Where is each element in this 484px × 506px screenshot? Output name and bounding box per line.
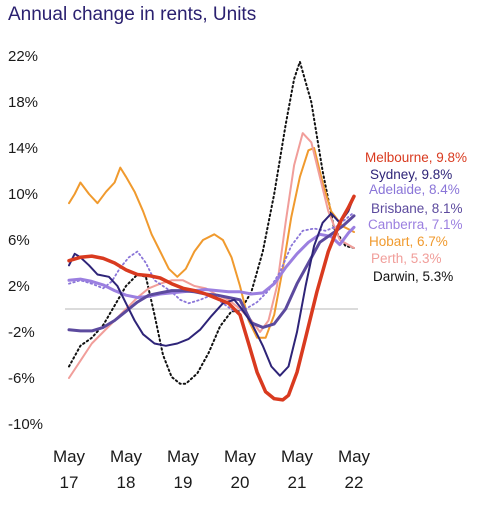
legend-label-brisbane: Brisbane, 8.1% [371, 201, 463, 216]
legend-label-melbourne: Melbourne, 9.8% [365, 150, 467, 165]
legend-label-adelaide: Adelaide, 8.4% [369, 182, 460, 197]
series-line-darwin [68, 60, 355, 385]
x-tick-year: 20 [231, 473, 250, 492]
y-tick-label: 22% [8, 48, 38, 65]
x-tick-month: May [110, 447, 143, 466]
y-tick-label: -2% [8, 324, 35, 341]
chart-title: Annual change in rents, Units [8, 4, 257, 25]
x-tick-month: May [281, 447, 314, 466]
y-tick-label: 14% [8, 140, 38, 157]
y-tick-label: -10% [8, 416, 43, 433]
x-tick-month: May [167, 447, 200, 466]
legend-label-canberra: Canberra, 7.1% [368, 217, 463, 232]
x-tick-year: 18 [117, 473, 136, 492]
series-line-sydney [68, 195, 355, 377]
x-tick-year: 17 [60, 473, 79, 492]
y-tick-label: 6% [8, 232, 30, 249]
x-tick-year: 21 [288, 473, 307, 492]
series-line-hobart [68, 147, 355, 339]
x-tick-month: May [53, 447, 86, 466]
x-tick-year: 22 [345, 473, 364, 492]
x-tick-year: 19 [174, 473, 193, 492]
legend-label-perth: Perth, 5.3% [371, 251, 442, 266]
y-axis-ticks: 22% 18% 14% 10% 6% 2% -2% -6% -10% [8, 48, 43, 433]
y-tick-label: 10% [8, 186, 38, 203]
series-line-canberra [67, 225, 356, 299]
legend-label-sydney: Sydney, 9.8% [370, 167, 452, 182]
series-line-adelaide [68, 211, 355, 313]
legend-label-hobart: Hobart, 6.7% [369, 234, 448, 249]
x-tick-month: May [338, 447, 371, 466]
series-lines [67, 60, 356, 402]
legend: Melbourne, 9.8% Sydney, 9.8%Adelaide, 8.4… [365, 150, 467, 284]
x-axis-ticks: May 17 May 18 May 19 May 20 May 21 May 22 [53, 447, 371, 492]
legend-label-darwin: Darwin, 5.3% [373, 269, 453, 284]
y-tick-label: -6% [8, 370, 35, 387]
series-line-melbourne [67, 194, 356, 402]
x-tick-month: May [224, 447, 257, 466]
y-tick-label: 2% [8, 278, 30, 295]
y-tick-label: 18% [8, 94, 38, 111]
